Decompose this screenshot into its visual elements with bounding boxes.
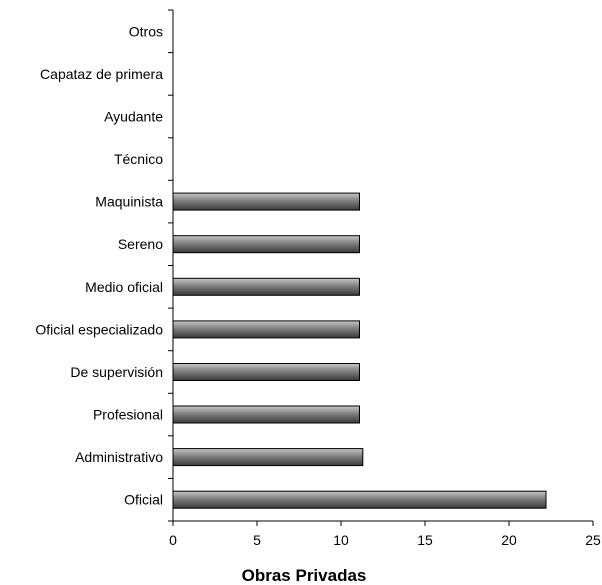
bar-9 <box>172 405 360 424</box>
category-label-6: Medio oficial <box>85 279 163 295</box>
x-tick-label-2: 10 <box>333 532 349 548</box>
category-label-1: Capataz de primera <box>40 66 163 82</box>
x-tick-label-3: 15 <box>417 532 433 548</box>
category-label-0: Otros <box>129 23 163 39</box>
bar-8 <box>172 363 360 381</box>
category-label-4: Maquinista <box>95 194 163 210</box>
x-tick-labels: 0 5 10 15 20 25 <box>169 532 601 548</box>
category-label-9: Profesional <box>93 407 163 423</box>
category-label-3: Técnico <box>114 151 163 167</box>
category-label-2: Ayudante <box>104 109 163 125</box>
x-tick-label-0: 0 <box>169 532 177 548</box>
category-label-8: De supervisión <box>70 364 163 380</box>
bar-7 <box>172 320 360 339</box>
x-tick-label-5: 25 <box>585 532 601 548</box>
bars-group <box>172 192 547 509</box>
category-label-11: Oficial <box>124 492 163 508</box>
category-label-7: Oficial especializado <box>35 321 163 337</box>
bar-11 <box>172 490 547 509</box>
bar-6 <box>172 277 360 296</box>
bar-5 <box>172 235 360 254</box>
category-label-10: Administrativo <box>75 449 163 465</box>
x-axis-title: Obras Privadas <box>242 566 367 585</box>
x-tick-label-4: 20 <box>501 532 517 548</box>
axes-group <box>168 9 594 526</box>
bar-4 <box>172 192 360 211</box>
x-tick-label-1: 5 <box>253 532 261 548</box>
category-labels: Otros Capataz de primera Ayudante Técnico Ma… <box>35 23 163 507</box>
bar-10 <box>172 448 364 467</box>
category-label-5: Sereno <box>118 236 163 252</box>
